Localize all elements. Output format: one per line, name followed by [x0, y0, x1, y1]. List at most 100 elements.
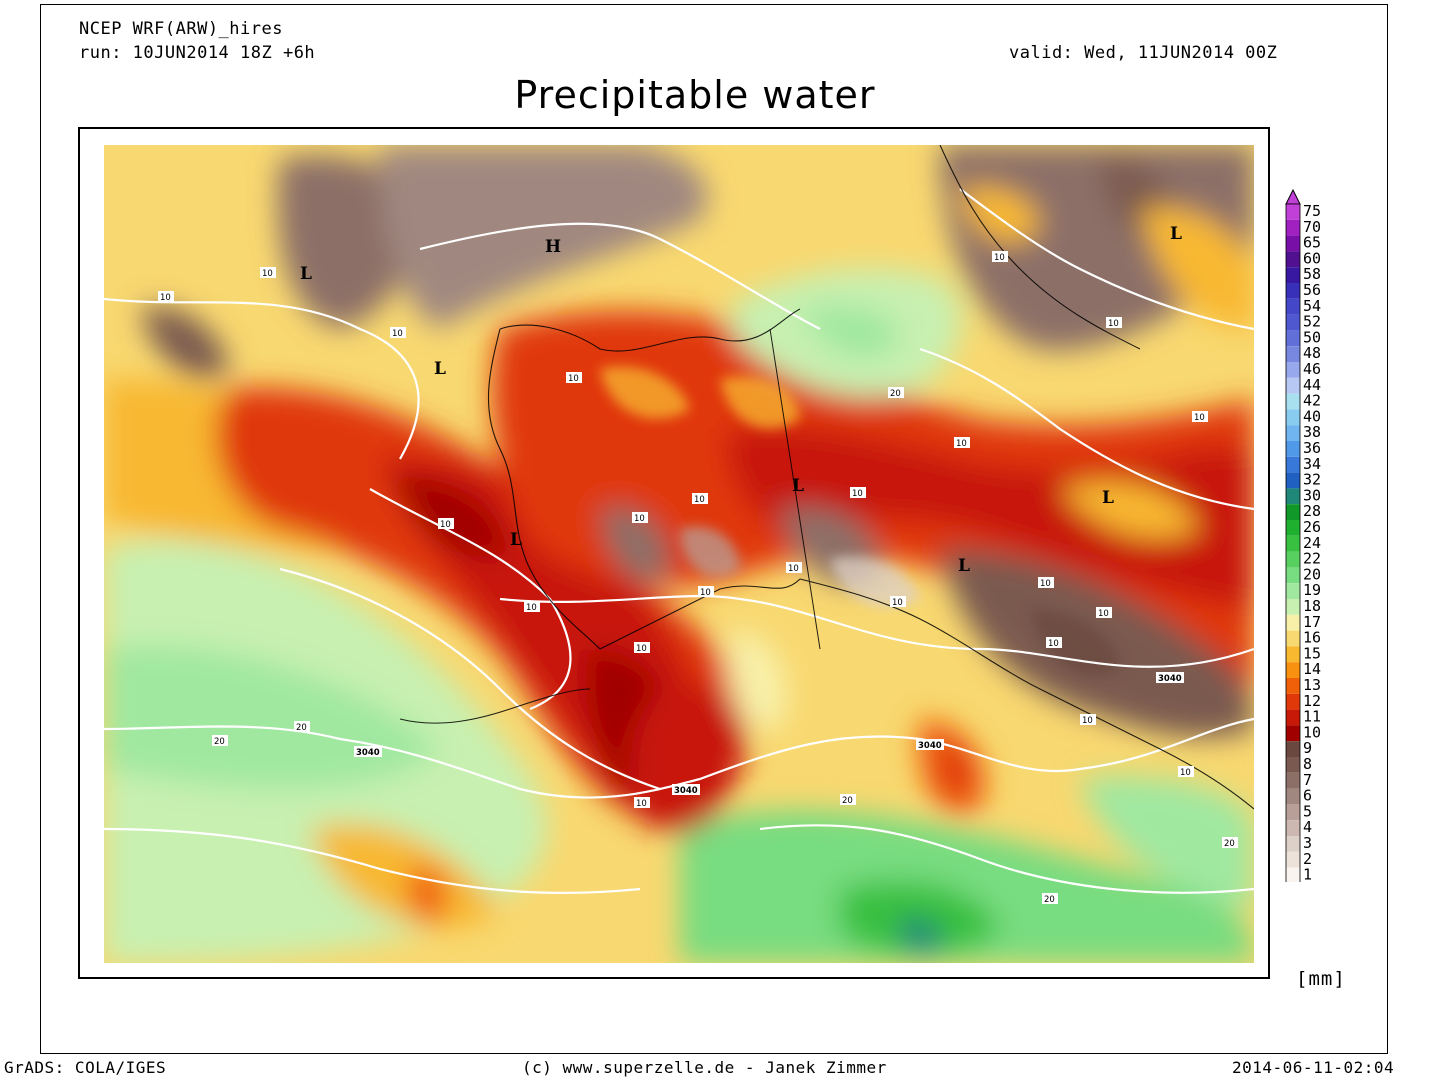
- legend-unit: [mm]: [1296, 968, 1346, 990]
- coastlines: [399, 145, 1254, 810]
- contour-label: 10: [698, 586, 714, 598]
- contour-label: 10: [1038, 577, 1054, 589]
- svg-text:20: 20: [1224, 839, 1235, 849]
- contour-label: 10: [632, 512, 648, 524]
- legend-swatch: [1286, 298, 1300, 315]
- legend-level-label: 60: [1303, 249, 1321, 267]
- legend-swatch: [1286, 709, 1300, 726]
- svg-text:10: 10: [1194, 413, 1205, 423]
- figure-frame: NCEP WRF(ARW)_hires run: 10JUN2014 18Z +…: [40, 4, 1388, 1054]
- contour-label: 10: [260, 267, 276, 279]
- legend-level-label: 56: [1303, 281, 1321, 299]
- legend-level-label: 30: [1303, 486, 1321, 504]
- legend-level-label: 13: [1303, 676, 1321, 694]
- contour-label: 20: [212, 735, 228, 747]
- low-center-label: L: [510, 530, 522, 550]
- legend-level-label: 3: [1303, 834, 1312, 852]
- legend-swatch: [1286, 314, 1300, 331]
- svg-text:10: 10: [892, 598, 903, 608]
- legend-level-label: 10: [1303, 723, 1321, 741]
- low-center-label: L: [300, 264, 312, 284]
- legend-level-label: 54: [1303, 297, 1321, 315]
- svg-text:20: 20: [1044, 895, 1055, 905]
- legend-swatch: [1286, 551, 1300, 568]
- map-panel: H L L L L L L L 10 10 10 10 10 10 10 10 …: [78, 127, 1270, 979]
- legend-level-label: 8: [1303, 755, 1312, 773]
- contour-label: 10: [524, 601, 540, 613]
- contour-label: 10: [850, 487, 866, 499]
- legend-level-label: 5: [1303, 802, 1312, 820]
- contour-label: 10: [1106, 317, 1122, 329]
- legend-level-label: 24: [1303, 534, 1321, 552]
- high-center-label: H: [545, 237, 561, 257]
- footer-credit: (c) www.superzelle.de - Janek Zimmer: [522, 1058, 887, 1077]
- legend-swatch: [1286, 614, 1300, 631]
- legend-swatch: [1286, 219, 1300, 236]
- legend-level-label: 48: [1303, 344, 1321, 362]
- svg-text:10: 10: [392, 329, 403, 339]
- legend-level-label: 36: [1303, 439, 1321, 457]
- contour-label: 10: [390, 327, 406, 339]
- legend-level-label: 9: [1303, 739, 1312, 757]
- low-center-label: L: [792, 476, 804, 496]
- svg-text:3040: 3040: [356, 748, 380, 758]
- contour-label: 3040: [672, 784, 700, 796]
- legend-level-label: 75: [1303, 202, 1321, 220]
- contour-label: 20: [294, 721, 310, 733]
- legend-swatch: [1286, 757, 1300, 773]
- svg-text:10: 10: [636, 799, 647, 809]
- legend-swatch: [1286, 362, 1300, 378]
- low-center-label: L: [958, 556, 970, 576]
- legend-level-label: 1: [1303, 866, 1312, 882]
- legend-level-label: 26: [1303, 518, 1321, 536]
- contour-label: 20: [840, 794, 856, 806]
- low-center-label: L: [434, 359, 446, 379]
- contour-label: 3040: [1156, 672, 1184, 684]
- legend-swatch: [1286, 725, 1300, 742]
- contour-label: 10: [992, 251, 1008, 263]
- legend-swatch: [1286, 836, 1300, 852]
- contour-label: 10: [1178, 766, 1194, 778]
- legend-swatch: [1286, 346, 1300, 362]
- contour-label: 3040: [354, 746, 382, 758]
- color-legend: 75 70 65 60 58 56 54 52 50 48 46 44 42 40 38 36 34 32 30 28…: [1283, 188, 1353, 882]
- legend-swatch: [1286, 504, 1300, 520]
- valid-time: valid: Wed, 11JUN2014 00Z: [1009, 43, 1278, 63]
- run-info: run: 10JUN2014 18Z +6h: [79, 43, 316, 63]
- legend-level-label: 50: [1303, 328, 1321, 346]
- svg-text:10: 10: [994, 253, 1005, 263]
- legend-level-label: 44: [1303, 376, 1321, 394]
- legend-level-label: 19: [1303, 581, 1321, 599]
- low-center-label: L: [1102, 488, 1114, 508]
- legend-swatch: [1286, 788, 1300, 805]
- footer-timestamp: 2014-06-11-02:04: [1232, 1058, 1395, 1077]
- svg-text:10: 10: [568, 374, 579, 384]
- contour-label: 10: [158, 291, 174, 303]
- legend-level-label: 20: [1303, 565, 1321, 583]
- svg-text:10: 10: [526, 603, 537, 613]
- legend-swatch: [1286, 377, 1300, 394]
- contour-label: 10: [566, 372, 582, 384]
- legend-swatch: [1286, 441, 1300, 457]
- contour-label: 10: [438, 518, 454, 530]
- legend-level-label: 28: [1303, 502, 1321, 520]
- map-title: Precipitable water: [514, 73, 876, 117]
- contour-label: 10: [634, 642, 650, 654]
- svg-text:10: 10: [852, 489, 863, 499]
- legend-outline: [1285, 203, 1301, 882]
- legend-swatch: [1286, 646, 1300, 663]
- legend-level-label: 58: [1303, 265, 1321, 283]
- svg-text:3040: 3040: [918, 741, 942, 751]
- contour-label: 3040: [916, 739, 944, 751]
- contour-label: 10: [1096, 607, 1112, 619]
- contour-label: 20: [1222, 837, 1238, 849]
- legend-level-label: 34: [1303, 455, 1321, 473]
- legend-swatch: [1286, 867, 1300, 882]
- legend-swatch: [1286, 283, 1300, 299]
- legend-level-label: 11: [1303, 708, 1321, 726]
- legend-swatch: [1286, 851, 1300, 868]
- legend-level-label: 16: [1303, 629, 1321, 647]
- footer-software: GrADS: COLA/IGES: [4, 1058, 167, 1077]
- svg-text:10: 10: [634, 514, 645, 524]
- svg-text:20: 20: [214, 737, 225, 747]
